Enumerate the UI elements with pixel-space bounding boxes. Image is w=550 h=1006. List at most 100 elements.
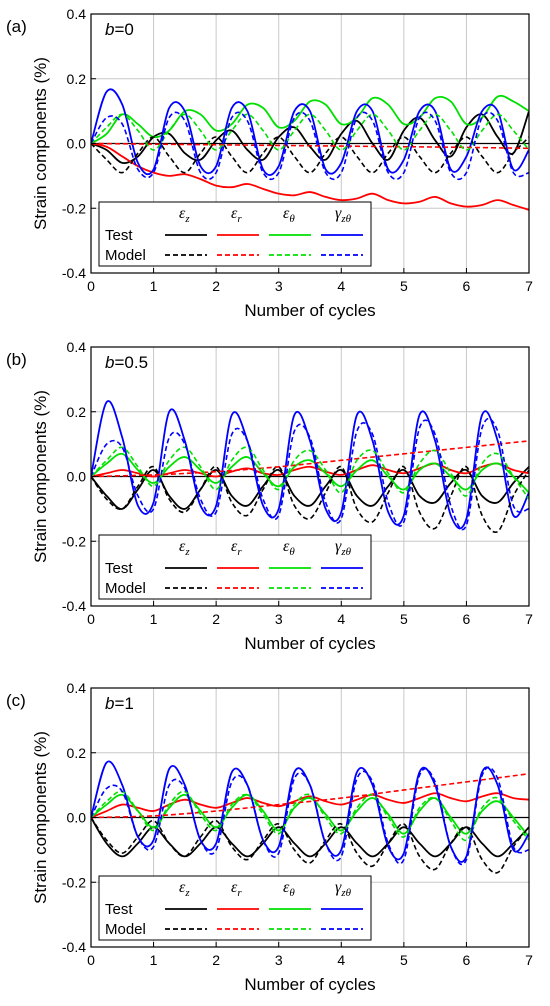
series-line-eps_r-model [91, 772, 529, 819]
legend-symbol-sub: z [184, 546, 190, 558]
y-tick-label: 0.0 [67, 810, 87, 826]
legend-symbol-main: ε [179, 538, 186, 555]
x-tick-label: 1 [150, 952, 158, 968]
x-tick-label: 1 [150, 278, 158, 294]
y-tick-label: -0.4 [62, 939, 86, 955]
y-axis-title: Strain components (%) [31, 390, 50, 563]
x-tick-label: 3 [275, 278, 283, 294]
series-line-gamma_ztheta-model [91, 111, 529, 181]
y-tick-label: 0.2 [67, 745, 87, 761]
b-label: b=0.5 [105, 353, 148, 372]
x-tick-label: 4 [337, 278, 345, 294]
x-axis-title: Number of cycles [244, 301, 375, 320]
legend-symbol-main: ε [179, 879, 186, 896]
chart-panel-1: 0 1 2 3 4 5 6 7 -0.4 -0.2 0.0 0.2 0.4 Number of cycle… [6, 6, 533, 320]
legend-symbol-sub: r [237, 887, 242, 899]
chart-panel-2: 0 1 2 3 4 5 6 7 -0.4 -0.2 0.0 0.2 0.4 Number of cycle… [6, 339, 533, 653]
legend-symbol-main: ε [231, 205, 238, 222]
legend-symbol: εθ [283, 538, 295, 558]
series-line-eps_r-model [91, 440, 529, 478]
legend-symbol-main: ε [283, 205, 290, 222]
y-tick-label: 0.0 [67, 136, 87, 152]
y-tick-label: -0.4 [62, 598, 86, 614]
legend-symbol-sub: zθ [340, 887, 351, 899]
legend-symbol-sub: z [184, 213, 190, 225]
legend-row-label: Test [105, 560, 133, 577]
series-line-eps_theta-model [91, 446, 529, 500]
legend-row-label: Test [105, 227, 133, 244]
b-label-symbol: b [105, 694, 114, 713]
legend-symbol: εz [179, 205, 190, 225]
y-tick-label: 0.4 [67, 339, 87, 355]
x-tick-label: 1 [150, 611, 158, 627]
legend-symbol-sub: θ [289, 546, 295, 558]
series-line-gamma_ztheta-model [91, 766, 529, 866]
x-tick-label: 5 [400, 952, 408, 968]
x-tick-label: 6 [463, 611, 471, 627]
legend-symbol: εθ [283, 879, 295, 899]
x-tick-label: 6 [463, 278, 471, 294]
y-tick-label: -0.2 [62, 200, 86, 216]
x-tick-label: 7 [525, 611, 533, 627]
x-tick-label: 5 [400, 278, 408, 294]
x-tick-label: 7 [525, 952, 533, 968]
series-line-gamma_ztheta-test [91, 88, 529, 176]
legend-row-label: Test [105, 901, 133, 918]
legend-symbol-main: ε [283, 879, 290, 896]
series-group [91, 88, 529, 211]
series-line-eps_r-test [91, 142, 529, 211]
b-label-value: =0 [114, 20, 133, 39]
series-line-eps_z-model [91, 817, 529, 874]
legend-symbol: γzθ [335, 879, 352, 899]
legend-symbol-main: γ [335, 538, 342, 555]
series-line-eps_z-model [91, 465, 529, 534]
series-line-gamma_ztheta-test [91, 760, 529, 863]
legend-row-label: Model [105, 921, 146, 938]
y-tick-label: -0.2 [62, 874, 86, 890]
x-tick-label: 6 [463, 952, 471, 968]
legend-symbol-sub: θ [289, 213, 295, 225]
y-axis-title: Strain components (%) [31, 57, 50, 230]
x-tick-label: 4 [337, 611, 345, 627]
x-tick-label: 3 [275, 952, 283, 968]
x-tick-label: 4 [337, 952, 345, 968]
legend-symbol: εz [179, 538, 190, 558]
series-line-eps_r-test [91, 792, 529, 819]
b-label-symbol: b [105, 353, 114, 372]
series-line-eps_theta-model [91, 790, 529, 842]
panel-tag: (b) [6, 350, 27, 369]
b-label: b=1 [105, 694, 134, 713]
legend-row-label: Model [105, 247, 146, 264]
x-tick-label: 0 [87, 611, 95, 627]
b-label-value: =0.5 [114, 353, 148, 372]
series-group [91, 400, 529, 534]
legend-symbol-sub: r [237, 546, 242, 558]
y-tick-label: 0.2 [67, 404, 87, 420]
legend-symbol: εz [179, 879, 190, 899]
x-tick-label: 0 [87, 952, 95, 968]
y-tick-label: 0.0 [67, 469, 87, 485]
legend-symbol-sub: θ [289, 887, 295, 899]
series-line-gamma_ztheta-test [91, 400, 529, 530]
x-tick-label: 2 [212, 952, 220, 968]
legend-symbol: γzθ [335, 205, 352, 225]
series-line-eps_z-model [91, 136, 529, 174]
x-tick-label: 7 [525, 278, 533, 294]
legend-symbol-main: ε [283, 538, 290, 555]
b-label-value: =1 [114, 694, 133, 713]
legend-symbol-main: ε [179, 205, 186, 222]
legend-symbol: εr [231, 879, 242, 899]
y-tick-label: 0.4 [67, 6, 87, 22]
legend-symbol-main: γ [335, 879, 342, 896]
legend-symbol-sub: zθ [340, 546, 351, 558]
legend-symbol-sub: zθ [340, 213, 351, 225]
y-tick-label: -0.2 [62, 533, 86, 549]
legend-symbol: εθ [283, 205, 295, 225]
legend-symbol-main: ε [231, 879, 238, 896]
legend-symbol: γzθ [335, 538, 352, 558]
x-tick-label: 3 [275, 611, 283, 627]
series-group [91, 760, 529, 874]
